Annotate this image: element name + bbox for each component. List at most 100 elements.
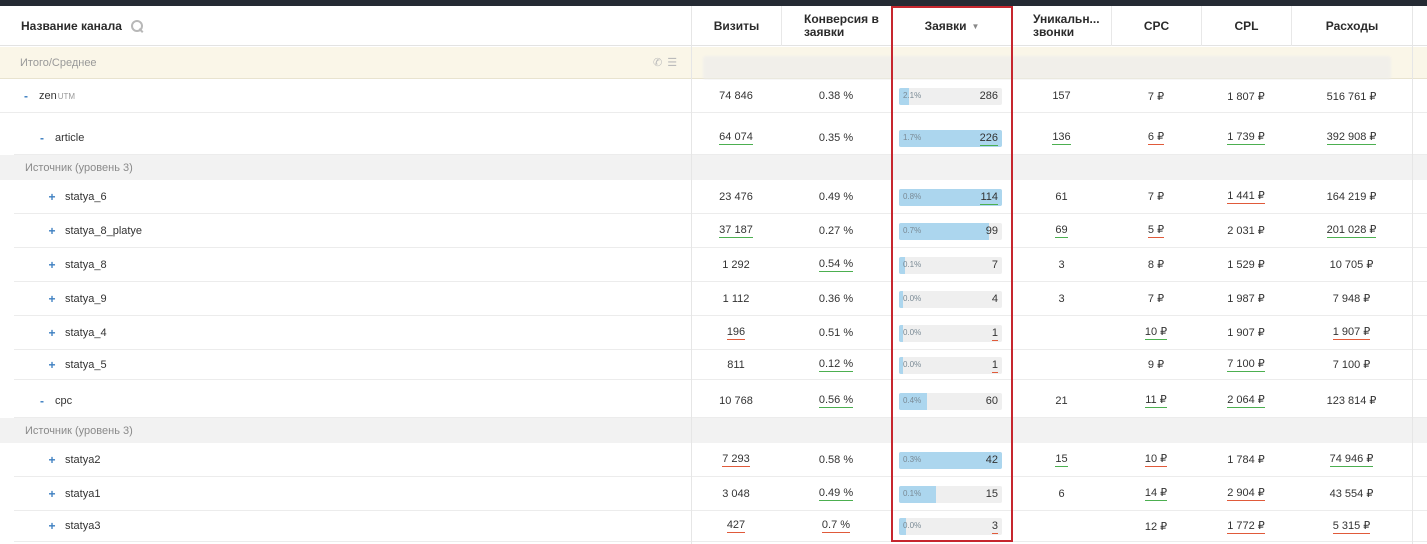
expand-icon[interactable]: + bbox=[48, 325, 56, 340]
cell-visits-value[interactable]: 37 187 bbox=[719, 223, 753, 238]
collapse-icon[interactable]: - bbox=[24, 89, 28, 103]
table-row[interactable]: - article 64 074 0.35 % 136 6 ₽ 1 739 ₽ 392 908… bbox=[14, 121, 1427, 155]
cell-calls: 3 bbox=[1012, 282, 1111, 315]
cell-visits-value[interactable]: 196 bbox=[726, 325, 746, 340]
cell-spend-value[interactable]: 74 946 ₽ bbox=[1329, 453, 1374, 467]
column-divider bbox=[691, 6, 692, 544]
cell-calls-value: 21 bbox=[1055, 394, 1068, 407]
column-header-cpc[interactable]: CPC bbox=[1111, 6, 1201, 46]
leads-bar: 0.0% 4 bbox=[899, 290, 1002, 308]
cell-calls: 61 bbox=[1012, 180, 1111, 213]
cell-cpc: 5 ₽ bbox=[1111, 214, 1201, 247]
cell-cpc: 7 ₽ bbox=[1111, 282, 1201, 315]
phone-icon[interactable]: ✆ bbox=[653, 57, 663, 69]
cell-cpl-value[interactable]: 1 441 ₽ bbox=[1227, 190, 1265, 204]
cell-calls-value[interactable]: 15 bbox=[1055, 452, 1068, 467]
cell-spend-value[interactable]: 5 315 ₽ bbox=[1332, 519, 1371, 534]
cell-visits-value[interactable]: 7 293 bbox=[722, 452, 750, 467]
column-header-conversion[interactable]: Конверсия в заявки bbox=[781, 6, 891, 46]
row-name: + statya2 bbox=[46, 443, 100, 476]
cell-cpc-value[interactable]: 11 ₽ bbox=[1145, 394, 1167, 408]
cell-cpl-value[interactable]: 1 739 ₽ bbox=[1227, 131, 1265, 145]
cell-calls bbox=[1012, 511, 1111, 541]
table-row[interactable]: + statya_8_platye 37 187 0.27 % 69 5 ₽ 2 031 ₽… bbox=[14, 214, 1427, 248]
summary-values-placeholder bbox=[703, 56, 1391, 80]
expand-icon[interactable]: + bbox=[48, 452, 56, 467]
cell-visits-value[interactable]: 64 074 bbox=[719, 130, 753, 145]
table-row[interactable]: + statya2 7 293 0.58 % 15 10 ₽ 1 784 ₽ 74 946 ₽… bbox=[14, 443, 1427, 477]
cell-cpl-value[interactable]: 2 904 ₽ bbox=[1227, 487, 1265, 501]
cell-conv-value[interactable]: 0.54 % bbox=[818, 257, 854, 272]
cell-calls-value[interactable]: 69 bbox=[1055, 223, 1068, 238]
leads-bar-fill bbox=[899, 392, 927, 410]
leads-bar: 0.1% 15 bbox=[899, 485, 1002, 503]
leads-bar: 0.3% 42 bbox=[899, 451, 1002, 469]
expand-icon[interactable]: + bbox=[48, 486, 56, 501]
leads-value[interactable]: 1 bbox=[991, 326, 998, 341]
table-row[interactable]: + statya1 3 048 0.49 % 6 14 ₽ 2 904 ₽ 43 554 ₽ 0… bbox=[14, 477, 1427, 511]
expand-icon[interactable]: + bbox=[48, 189, 56, 204]
table-row[interactable]: - cpc 10 768 0.56 % 21 11 ₽ 2 064 ₽ 123 814 ₽ 0.… bbox=[14, 384, 1427, 418]
leads-value[interactable]: 1 bbox=[991, 358, 998, 373]
leads-value[interactable]: 3 bbox=[991, 520, 998, 534]
cell-spend-value[interactable]: 201 028 ₽ bbox=[1326, 224, 1377, 238]
cell-cpl: 7 100 ₽ bbox=[1201, 350, 1291, 379]
expand-icon[interactable]: + bbox=[48, 291, 56, 306]
column-header-unique-calls[interactable]: Уникальн... звонки bbox=[1012, 6, 1111, 46]
cell-conv-value[interactable]: 0.12 % bbox=[818, 357, 854, 372]
cell-cpc-value[interactable]: 5 ₽ bbox=[1147, 224, 1165, 238]
cell-cpl-value: 1 987 ₽ bbox=[1227, 293, 1265, 305]
cell-cpc-value[interactable]: 10 ₽ bbox=[1144, 453, 1168, 467]
cell-cpc-value[interactable]: 14 ₽ bbox=[1144, 487, 1168, 501]
cell-cpl-value[interactable]: 1 772 ₽ bbox=[1227, 519, 1265, 534]
section-header-source-level3: Источник (уровень 3) bbox=[0, 418, 1427, 443]
cell-conv-value[interactable]: 0.7 % bbox=[821, 519, 851, 533]
collapse-icon[interactable]: - bbox=[40, 393, 44, 408]
column-header-spend[interactable]: Расходы bbox=[1291, 6, 1412, 46]
cell-calls-value[interactable]: 136 bbox=[1052, 130, 1071, 145]
search-icon[interactable] bbox=[130, 19, 144, 33]
cell-visits-value[interactable]: 427 bbox=[726, 519, 746, 533]
list-icon[interactable]: ☰ bbox=[667, 57, 678, 69]
row-name: + statya3 bbox=[46, 511, 100, 541]
leads-value[interactable]: 226 bbox=[979, 131, 998, 146]
cell-cpc-value[interactable]: 6 ₽ bbox=[1147, 131, 1165, 145]
expand-icon[interactable]: + bbox=[48, 357, 56, 372]
column-header-visits[interactable]: Визиты bbox=[691, 6, 781, 46]
cell-spend-value[interactable]: 392 908 ₽ bbox=[1326, 131, 1377, 145]
table-row[interactable]: + statya_4 196 0.51 % 10 ₽ 1 907 ₽ 1 907 ₽ 0.0%… bbox=[14, 316, 1427, 350]
column-header-cpl[interactable]: CPL bbox=[1201, 6, 1291, 46]
leads-value: 99 bbox=[985, 224, 998, 237]
cell-conv-value[interactable]: 0.49 % bbox=[818, 486, 854, 501]
cell-cpl-value[interactable]: 2 064 ₽ bbox=[1227, 394, 1265, 408]
table-row[interactable]: + statya_6 23 476 0.49 % 61 7 ₽ 1 441 ₽ 164 219… bbox=[14, 180, 1427, 214]
cell-spend-value[interactable]: 1 907 ₽ bbox=[1332, 326, 1371, 340]
cell-conv-value[interactable]: 0.56 % bbox=[818, 393, 854, 408]
expand-icon[interactable]: + bbox=[48, 223, 56, 238]
leads-bar-fill bbox=[899, 451, 1002, 469]
cell-conv-value: 0.49 % bbox=[818, 190, 854, 203]
table-row[interactable]: + statya3 427 0.7 % 12 ₽ 1 772 ₽ 5 315 ₽ 0.0% 3 bbox=[14, 511, 1427, 542]
cell-conv: 0.12 % bbox=[781, 350, 891, 379]
table-row[interactable]: + statya_8 1 292 0.54 % 3 8 ₽ 1 529 ₽ 10 705 ₽ 0… bbox=[14, 248, 1427, 282]
table-row[interactable]: + statya_5 811 0.12 % 9 ₽ 7 100 ₽ 7 100 ₽ 0.0% 1 bbox=[14, 350, 1427, 380]
cell-cpc-value[interactable]: 10 ₽ bbox=[1144, 326, 1168, 340]
sort-desc-icon[interactable]: ▼ bbox=[971, 21, 980, 31]
column-header-channel[interactable]: Название канала bbox=[21, 19, 144, 33]
utm-badge: UTM bbox=[57, 91, 76, 101]
column-header-leads[interactable]: Заявки ▼ bbox=[891, 6, 1012, 46]
cell-cpl-value[interactable]: 7 100 ₽ bbox=[1227, 358, 1265, 372]
leads-share-label: 0.0% bbox=[903, 327, 922, 337]
cell-calls-value: 3 bbox=[1058, 258, 1065, 271]
table-row[interactable]: - zen UTM 74 846 0.38 % 157 7 ₽ 1 807 ₽ 516 761 … bbox=[0, 80, 1427, 113]
expand-icon[interactable]: + bbox=[48, 257, 56, 272]
leads-value[interactable]: 114 bbox=[980, 190, 998, 205]
collapse-icon[interactable]: - bbox=[40, 130, 44, 145]
cell-calls bbox=[1012, 350, 1111, 379]
leads-value: 60 bbox=[985, 394, 998, 407]
summary-label: Итого/Среднее bbox=[20, 57, 97, 69]
cell-calls: 6 bbox=[1012, 477, 1111, 510]
expand-icon[interactable]: + bbox=[48, 519, 56, 533]
table-row[interactable]: + statya_9 1 112 0.36 % 3 7 ₽ 1 987 ₽ 7 948 ₽ 0.… bbox=[14, 282, 1427, 316]
cell-conv: 0.35 % bbox=[781, 121, 891, 154]
